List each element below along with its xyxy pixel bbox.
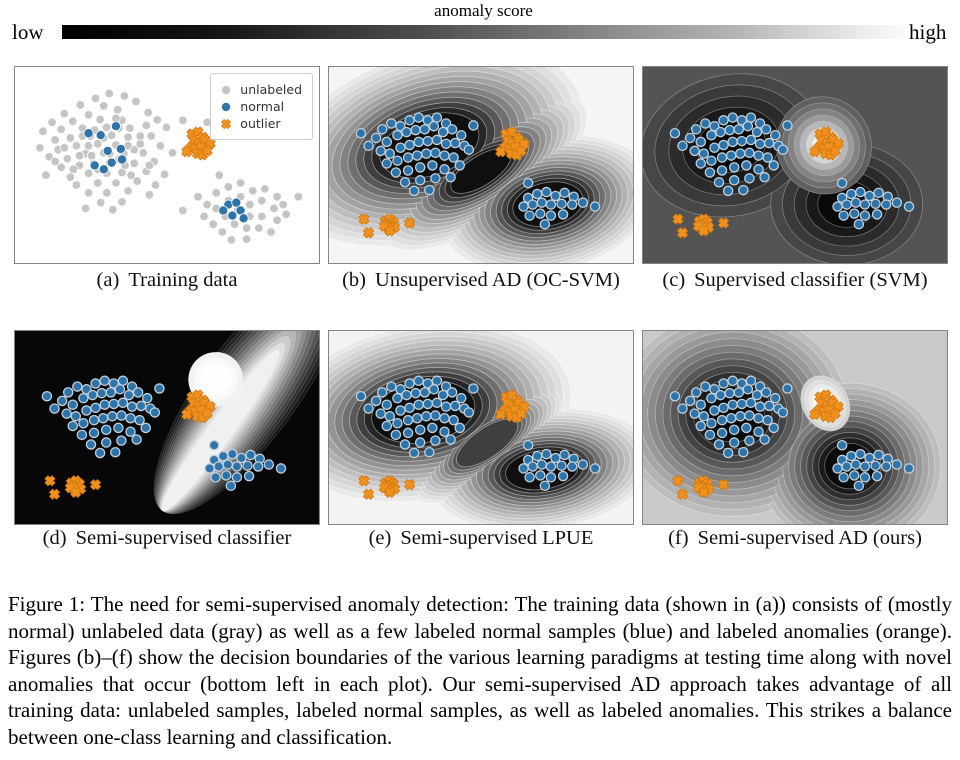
caption-text-b: Unsupervised AD (OC-SVM): [375, 269, 620, 291]
caption-text-f: Semi-supervised AD (ours): [697, 527, 922, 549]
panel-caption-c: (c) Supervised classifier (SVM): [642, 269, 948, 292]
panel-b-unsupervised-ad: [328, 66, 634, 264]
legend-label-unlabeled: unlabeled: [240, 82, 302, 97]
panel-caption-b: (b) Unsupervised AD (OC-SVM): [328, 269, 634, 292]
caption-text-a: Training data: [128, 269, 238, 291]
outlier-marker-icon: [219, 118, 233, 130]
panel-f-semisupervised-ad-ours: [642, 330, 948, 525]
caption-tag-a: (a): [96, 269, 120, 291]
legend: unlabeled normal outlier: [210, 73, 313, 140]
legend-label-outlier: outlier: [240, 116, 281, 131]
caption-tag-d: (d): [42, 527, 67, 549]
colorbar-title: anomaly score: [434, 1, 533, 20]
contour-plot-svm: [643, 67, 947, 263]
caption-tag-f: (f): [668, 527, 689, 549]
panel-e-semisupervised-lpue: [328, 330, 634, 525]
panel-d-semisupervised-classifier: [14, 330, 320, 525]
panel-caption-e: (e) Semi-supervised LPUE: [328, 527, 634, 550]
panel-c-supervised-classifier: [642, 66, 948, 264]
panel-caption-d: (d) Semi-supervised classifier: [14, 527, 320, 550]
normal-marker-icon: [219, 101, 233, 113]
caption-tag-b: (b): [342, 269, 367, 291]
contour-plot-lpue: [329, 331, 633, 524]
contour-plot-ocsvm: [329, 67, 633, 263]
panel-caption-f: (f) Semi-supervised AD (ours): [642, 527, 948, 550]
legend-item-outlier: outlier: [219, 116, 302, 131]
caption-tag-c: (c): [662, 269, 686, 291]
colorbar-high-label: high: [909, 20, 947, 44]
anomaly-score-colorbar: [62, 25, 905, 39]
legend-label-normal: normal: [240, 99, 285, 114]
caption-text-d: Semi-supervised classifier: [75, 527, 292, 549]
contour-plot-ours: [643, 331, 947, 524]
caption-text-e: Semi-supervised LPUE: [400, 527, 594, 549]
panel-a-training-data: unlabeled normal outlier: [14, 66, 320, 264]
unlabeled-marker-icon: [219, 84, 233, 96]
colorbar-low-label: low: [12, 20, 44, 44]
legend-item-unlabeled: unlabeled: [219, 82, 302, 97]
figure-caption: Figure 1: The need for semi-supervised a…: [8, 592, 952, 749]
caption-text-c: Supervised classifier (SVM): [694, 269, 928, 291]
caption-tag-e: (e): [368, 527, 392, 549]
contour-plot-semisupervised-classifier: [15, 331, 319, 524]
legend-item-normal: normal: [219, 99, 302, 114]
panel-caption-a: (a) Training data: [14, 269, 320, 292]
